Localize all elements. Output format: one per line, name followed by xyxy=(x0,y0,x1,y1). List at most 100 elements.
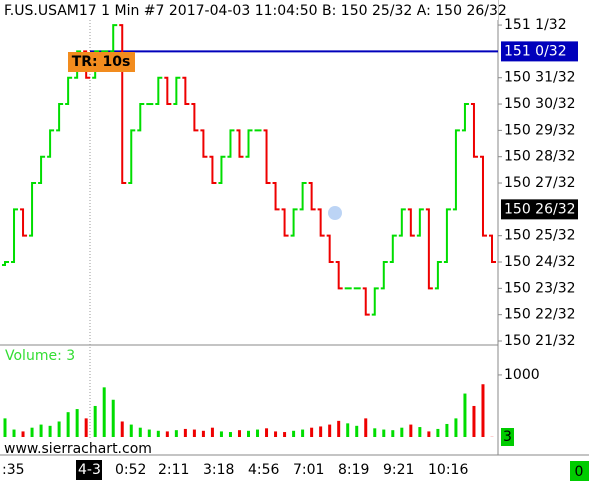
volume-bar xyxy=(481,384,485,437)
price-bar xyxy=(443,208,451,264)
price-bar xyxy=(47,129,55,158)
volume-bar xyxy=(102,387,106,437)
price-bar xyxy=(479,155,487,237)
y-tick-label: 150 23/32 xyxy=(504,280,576,296)
header-bg xyxy=(0,0,498,20)
volume-bar xyxy=(165,431,169,437)
volume-bar xyxy=(156,430,160,437)
price-bar xyxy=(416,208,424,237)
price-bar xyxy=(182,76,190,106)
volume-bar xyxy=(237,430,241,437)
volume-bar xyxy=(75,409,79,437)
volume-bar xyxy=(111,399,115,437)
volume-bar xyxy=(292,430,296,437)
price-bar xyxy=(56,103,64,132)
volume-bar xyxy=(174,430,178,437)
volume-bar xyxy=(201,430,205,437)
volume-bar xyxy=(84,418,88,437)
price-bar xyxy=(218,155,226,185)
price-bar xyxy=(200,129,208,158)
current-price-box xyxy=(501,41,578,62)
volume-bar xyxy=(409,424,413,437)
volume-bar xyxy=(30,427,34,437)
volume-bar xyxy=(93,405,97,437)
price-bar xyxy=(362,287,370,316)
x-tick-label: 3:18 xyxy=(203,462,234,478)
price-bar xyxy=(119,24,127,185)
price-bar xyxy=(227,129,235,158)
x-tick-label: 9:21 xyxy=(383,462,414,478)
y-tick-label: 150 27/32 xyxy=(504,175,576,191)
price-bar xyxy=(272,182,280,211)
volume-bar xyxy=(472,405,476,437)
date-box xyxy=(76,460,102,480)
volume-bar xyxy=(12,429,16,437)
volume-bar xyxy=(436,428,440,437)
volume-bar xyxy=(39,424,43,437)
volume-bar xyxy=(283,432,287,437)
price-bar xyxy=(11,208,19,264)
price-bar xyxy=(245,129,253,158)
y-tick-label: 150 30/32 xyxy=(504,96,576,112)
y-tick-label: 150 24/32 xyxy=(504,254,576,270)
price-bar xyxy=(371,287,379,316)
price-bar xyxy=(164,76,172,106)
price-bar xyxy=(461,103,469,132)
volume-bar xyxy=(219,431,223,437)
price-bar xyxy=(2,261,9,267)
price-bar xyxy=(20,208,28,237)
price-bar xyxy=(263,129,271,185)
y-tick-label: 151 1/32 xyxy=(504,17,567,33)
volume-bar xyxy=(120,421,124,437)
volume-bar xyxy=(301,429,305,437)
y-tick-label: 150 28/32 xyxy=(504,149,576,165)
price-bar xyxy=(489,234,496,264)
volume-last-label: 3 xyxy=(503,429,512,445)
volume-bar xyxy=(247,430,250,437)
timer-badge: TR: 10s xyxy=(72,54,131,70)
price-bar xyxy=(173,76,181,106)
volume-bar xyxy=(454,418,458,437)
cursor-price-label: 150 26/32 xyxy=(504,201,576,217)
y-tick-label: 150 21/32 xyxy=(504,333,576,349)
price-bar xyxy=(389,234,397,264)
volume-bar xyxy=(147,429,151,437)
y-tick-label: 150 29/32 xyxy=(504,122,576,138)
volume-last-box xyxy=(501,428,514,446)
price-bar xyxy=(281,208,289,237)
price-bar xyxy=(38,155,46,185)
y-tick-label: 150 31/32 xyxy=(504,70,576,86)
y-tick-label: 150 25/32 xyxy=(504,228,576,244)
volume-bar xyxy=(346,423,350,437)
volume-bar xyxy=(418,427,422,437)
volume-bar xyxy=(427,431,431,437)
price-bar xyxy=(236,129,244,158)
cursor xyxy=(328,206,342,220)
price-bar xyxy=(65,76,73,106)
volume-bar xyxy=(463,393,467,437)
volume-bar xyxy=(364,418,368,437)
watermark: www.sierrachart.com xyxy=(4,441,152,457)
volume-bar xyxy=(21,431,25,437)
price-bar xyxy=(191,103,199,132)
volume-bar xyxy=(445,423,449,437)
header-title: F.US.USAM17 1 Min #7 2017-04-03 11:04:50… xyxy=(4,3,507,19)
volume-bar xyxy=(391,430,395,437)
price-bar xyxy=(398,208,406,237)
price-bar xyxy=(335,261,343,290)
price-bar xyxy=(425,208,433,290)
volume-title: Volume: 3 xyxy=(5,348,75,364)
price-bar xyxy=(110,24,118,53)
volume-bar xyxy=(66,412,70,437)
volume-bar xyxy=(129,424,133,437)
volume-bar xyxy=(256,429,260,437)
cursor-price-box xyxy=(501,199,578,220)
x-tick-label: 10:16 xyxy=(428,462,468,478)
x-tick-label: 7:01 xyxy=(293,462,324,478)
price-bar xyxy=(308,182,316,211)
price-bar xyxy=(128,129,136,185)
volume-bar xyxy=(228,432,232,437)
status-box xyxy=(570,461,589,481)
